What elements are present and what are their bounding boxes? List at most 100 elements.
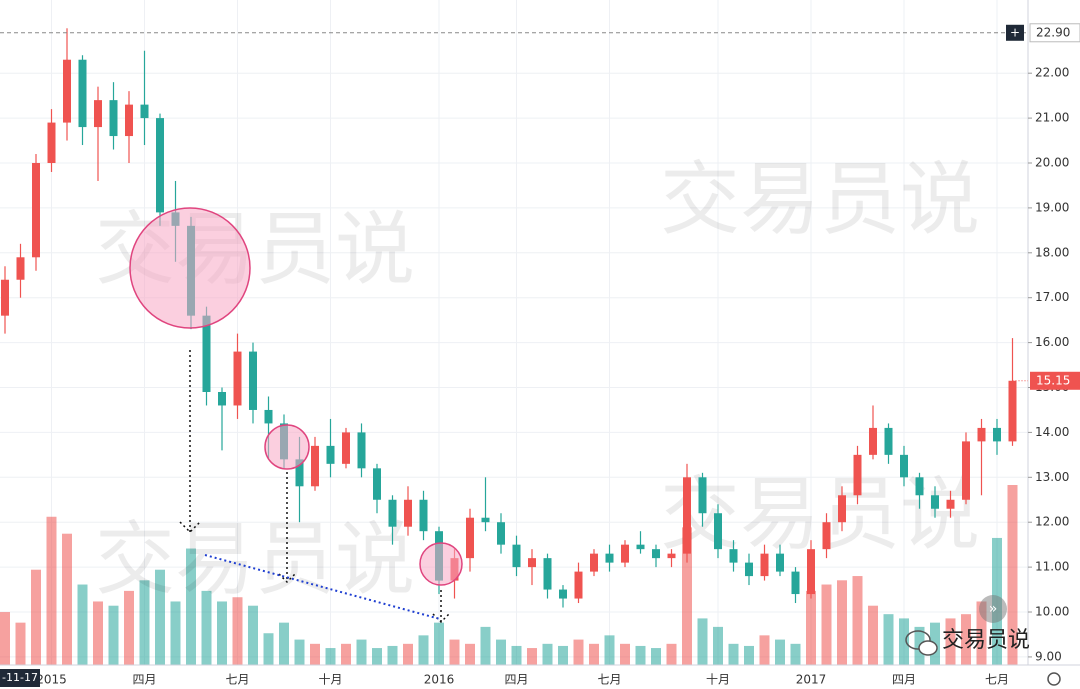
volume-bar bbox=[666, 643, 677, 665]
candle-body bbox=[311, 445, 319, 487]
volume-bar bbox=[480, 626, 491, 665]
volume-bar bbox=[248, 605, 258, 665]
candle-body bbox=[342, 432, 350, 464]
logo-icon bbox=[905, 630, 931, 650]
volume-bar bbox=[868, 605, 878, 665]
volume-bar bbox=[806, 590, 816, 665]
last-price-label: 15.15 bbox=[1036, 373, 1070, 387]
volume-bar bbox=[434, 622, 444, 665]
candle-body bbox=[962, 441, 970, 500]
trend-line bbox=[204, 554, 441, 620]
y-tick-label: 16.00 bbox=[1035, 335, 1069, 349]
y-tick-label: 11.00 bbox=[1035, 560, 1069, 574]
volume-bar bbox=[821, 584, 832, 665]
x-tick-label: 2016 bbox=[424, 673, 455, 687]
volume-bar bbox=[341, 643, 351, 665]
volume-bar bbox=[77, 584, 88, 665]
candle-body bbox=[931, 495, 939, 509]
volume-bar bbox=[775, 639, 785, 665]
candle-body bbox=[233, 351, 242, 406]
candle-body bbox=[63, 59, 71, 123]
x-tick-label: 四月 bbox=[132, 673, 156, 687]
high-box bbox=[1029, 23, 1080, 43]
volume-bar bbox=[728, 643, 739, 665]
candle-body bbox=[264, 409, 273, 424]
x-tick-label: 四月 bbox=[504, 673, 528, 687]
settings-icon[interactable] bbox=[1047, 672, 1061, 686]
arrow-head bbox=[432, 613, 450, 624]
candle-body bbox=[295, 459, 304, 487]
x-tick-label: 七月 bbox=[985, 673, 1009, 687]
highlight-circle bbox=[419, 542, 463, 586]
candle-body bbox=[698, 477, 707, 514]
volume-bar bbox=[465, 643, 475, 665]
candle-body bbox=[94, 100, 102, 128]
volume-bar bbox=[1007, 485, 1018, 665]
highlight-circle bbox=[264, 424, 310, 470]
volume-bar bbox=[697, 618, 708, 665]
candle-body bbox=[605, 553, 614, 563]
volume-bar bbox=[961, 614, 971, 665]
crosshair-box bbox=[0, 669, 40, 687]
volume-bar bbox=[0, 612, 10, 665]
volume-bar bbox=[542, 643, 553, 665]
volume-bar bbox=[837, 580, 847, 665]
candle-body bbox=[47, 122, 56, 163]
volume-bar bbox=[108, 605, 119, 665]
volume-bar bbox=[232, 597, 243, 665]
crosshair-label: -11-17 bbox=[2, 671, 38, 684]
volume-bar bbox=[945, 618, 956, 665]
y-tick-label: 10.00 bbox=[1035, 605, 1069, 619]
volume-bar bbox=[325, 648, 336, 665]
candle-body bbox=[78, 59, 87, 128]
axes: 9.0010.0011.0012.0013.0014.0015.0016.001… bbox=[0, 23, 1080, 687]
candle-body bbox=[109, 100, 118, 137]
candle-body bbox=[1, 279, 9, 316]
volume-bar bbox=[620, 643, 630, 665]
candle-body bbox=[357, 432, 366, 469]
volume-bar bbox=[372, 648, 382, 665]
highlight-circle bbox=[129, 207, 251, 329]
candle-body bbox=[32, 162, 40, 258]
candle-body bbox=[977, 427, 986, 442]
volume-bar bbox=[759, 635, 770, 665]
volume-bar bbox=[713, 626, 723, 665]
candle-body bbox=[202, 315, 211, 392]
candle-body bbox=[776, 553, 784, 572]
volume-bar bbox=[263, 633, 274, 665]
volume-bar bbox=[201, 590, 212, 665]
y-tick-label: 14.00 bbox=[1035, 425, 1069, 439]
volume-bar bbox=[496, 639, 506, 665]
plus-icon: + bbox=[1010, 25, 1020, 39]
volume-bar bbox=[418, 635, 429, 665]
volume-bar bbox=[852, 576, 863, 665]
volume-bar bbox=[170, 601, 181, 665]
x-tick-label: 七月 bbox=[225, 673, 249, 687]
volume-bar bbox=[682, 527, 692, 665]
volume-bar bbox=[31, 569, 41, 665]
volume-bar bbox=[294, 639, 305, 665]
volume-bar bbox=[527, 648, 537, 665]
candle-body bbox=[326, 445, 335, 464]
watermark: 交易员说 bbox=[660, 468, 980, 561]
volume-bar bbox=[186, 548, 196, 665]
volume-bar bbox=[46, 516, 57, 665]
logo-text: 交易员说 bbox=[942, 628, 1030, 653]
candle-body bbox=[373, 468, 381, 500]
candle-body bbox=[466, 517, 474, 559]
scroll-button[interactable] bbox=[979, 595, 1007, 623]
watermark: 交易员说 bbox=[660, 153, 980, 246]
x-tick-label: 十月 bbox=[318, 673, 342, 687]
x-tick-label: 2017 bbox=[796, 673, 827, 687]
y-tick-label: 21.00 bbox=[1035, 111, 1069, 125]
candle-body bbox=[497, 522, 505, 545]
watermark: 交易员说 bbox=[95, 513, 415, 606]
candle-body bbox=[156, 118, 164, 213]
x-tick-label: 七月 bbox=[597, 673, 621, 687]
volume-bar bbox=[976, 601, 987, 665]
volume-bar bbox=[744, 645, 754, 665]
x-tick-label: 2015 bbox=[36, 673, 67, 687]
volume-bar bbox=[449, 639, 460, 665]
volume-bar bbox=[155, 569, 165, 665]
